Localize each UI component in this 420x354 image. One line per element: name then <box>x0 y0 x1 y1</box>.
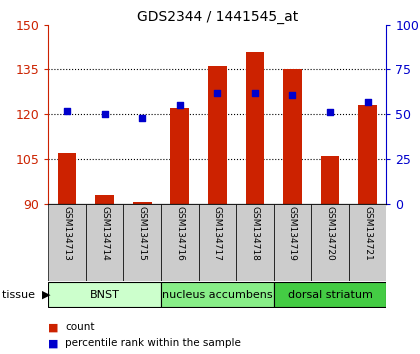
Bar <box>320 156 339 204</box>
Bar <box>208 67 227 204</box>
Text: GSM134720: GSM134720 <box>326 206 335 261</box>
FancyBboxPatch shape <box>349 204 386 281</box>
FancyBboxPatch shape <box>274 282 386 307</box>
FancyBboxPatch shape <box>161 204 199 281</box>
Bar <box>171 108 189 204</box>
FancyBboxPatch shape <box>311 204 349 281</box>
Text: tissue  ▶: tissue ▶ <box>2 290 50 300</box>
Point <box>101 111 108 117</box>
FancyBboxPatch shape <box>199 204 236 281</box>
FancyBboxPatch shape <box>161 282 274 307</box>
Point <box>252 90 258 96</box>
Point <box>289 92 296 97</box>
Text: percentile rank within the sample: percentile rank within the sample <box>65 338 241 348</box>
Point <box>214 90 221 96</box>
Text: GSM134716: GSM134716 <box>175 206 184 261</box>
Point <box>176 102 183 108</box>
FancyBboxPatch shape <box>123 204 161 281</box>
Bar <box>283 69 302 204</box>
Point <box>139 115 146 121</box>
FancyBboxPatch shape <box>48 282 161 307</box>
Bar <box>95 195 114 204</box>
FancyBboxPatch shape <box>86 204 123 281</box>
Bar <box>133 202 152 204</box>
Text: GSM134713: GSM134713 <box>63 206 71 261</box>
Bar <box>58 153 76 204</box>
Text: GSM134719: GSM134719 <box>288 206 297 261</box>
Point <box>364 99 371 104</box>
Bar <box>246 52 264 204</box>
Title: GDS2344 / 1441545_at: GDS2344 / 1441545_at <box>137 10 298 24</box>
FancyBboxPatch shape <box>274 204 311 281</box>
Text: ■: ■ <box>48 338 59 348</box>
Text: GSM134721: GSM134721 <box>363 206 372 261</box>
Text: count: count <box>65 322 94 332</box>
Bar <box>358 105 377 204</box>
Point <box>64 108 71 113</box>
FancyBboxPatch shape <box>48 204 86 281</box>
Text: GSM134715: GSM134715 <box>138 206 147 261</box>
Point <box>327 109 333 115</box>
Text: BNST: BNST <box>90 290 120 300</box>
Text: GSM134714: GSM134714 <box>100 206 109 261</box>
Text: GSM134718: GSM134718 <box>250 206 260 261</box>
Text: nucleus accumbens: nucleus accumbens <box>162 290 273 300</box>
Text: ■: ■ <box>48 322 59 332</box>
Text: dorsal striatum: dorsal striatum <box>288 290 373 300</box>
FancyBboxPatch shape <box>236 204 274 281</box>
Text: GSM134717: GSM134717 <box>213 206 222 261</box>
